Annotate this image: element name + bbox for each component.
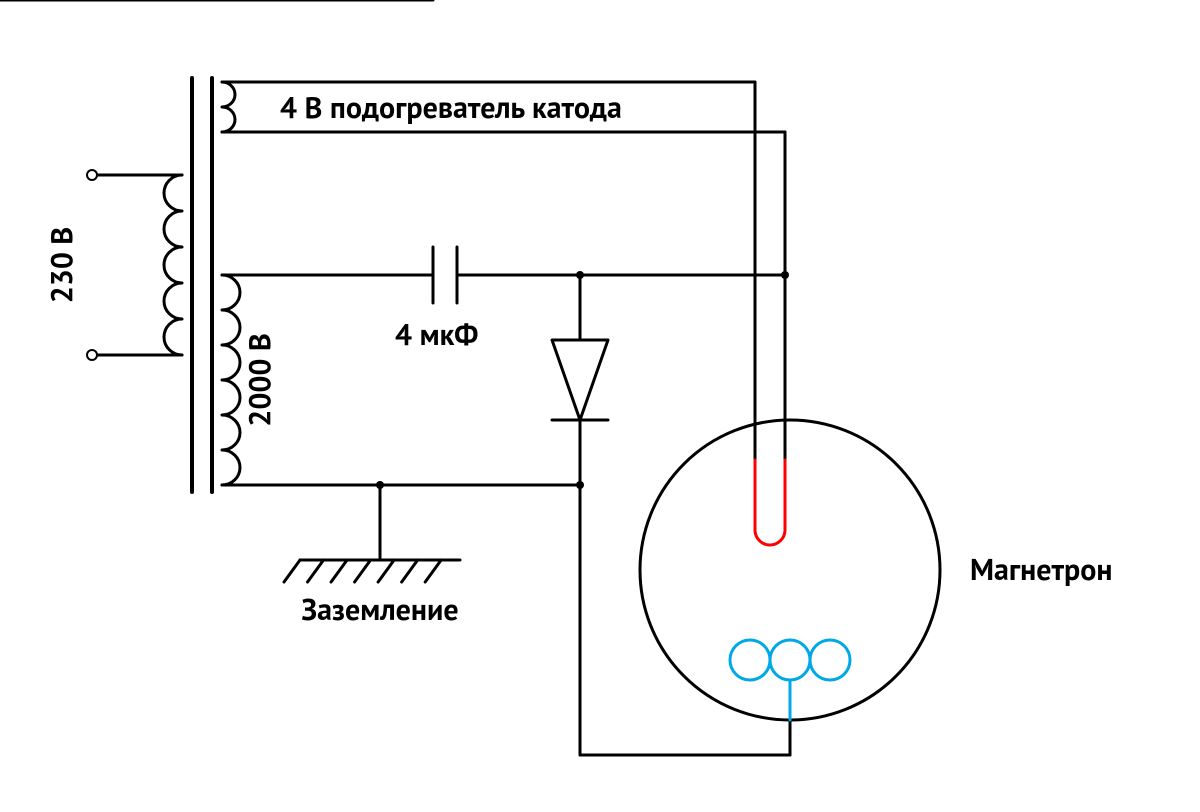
magnetron-body [640,420,940,720]
ground-hatch [402,560,418,582]
ground-hatch [284,560,300,582]
anode-ring [730,640,770,680]
ground-hatch [308,560,324,582]
label-magnetron: Магнетрон [970,550,1112,589]
ground-hatch [331,560,347,582]
coil [222,275,240,485]
diode-triangle [552,340,608,420]
anode-ring [770,640,810,680]
ground-hatch [355,560,371,582]
cathode-u [755,530,785,545]
label-secondary: 2000 В [240,333,279,426]
junction-node [576,271,584,279]
terminal [87,350,97,360]
label-capacitor: 4 мкФ [395,315,478,354]
label-primary: 230 В [42,227,81,303]
label-heater: 4 В подогреватель катода [280,88,622,127]
magnetron-schematic: 230 В 4 В подогреватель катода 2000 В 4 мкФ… [0,0,1200,812]
terminal [87,170,97,180]
ground-hatch [378,560,394,582]
anode-ring [810,640,850,680]
coil [222,82,235,132]
coil [164,175,182,355]
ground-hatch [425,560,441,582]
label-ground: Заземление [301,590,458,629]
